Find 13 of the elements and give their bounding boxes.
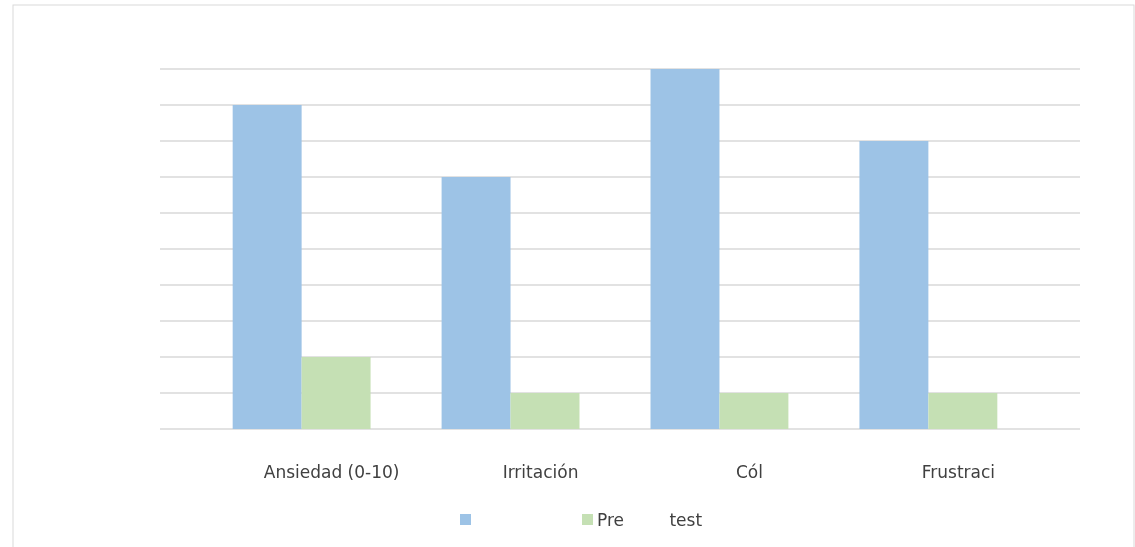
bar [232, 105, 302, 429]
bar [928, 393, 998, 429]
x-tick-label: Irritación [502, 462, 579, 482]
legend-label: Pre test [597, 510, 703, 530]
bar [510, 393, 580, 429]
x-tick-label: Ansiedad (0-10) [263, 462, 400, 482]
bar [650, 69, 720, 429]
bar [441, 177, 511, 429]
bar [859, 141, 929, 429]
bar [301, 357, 371, 429]
x-tick-label: Cól [735, 462, 763, 482]
x-tick-label: Frustraci [921, 462, 996, 482]
bar [719, 393, 789, 429]
